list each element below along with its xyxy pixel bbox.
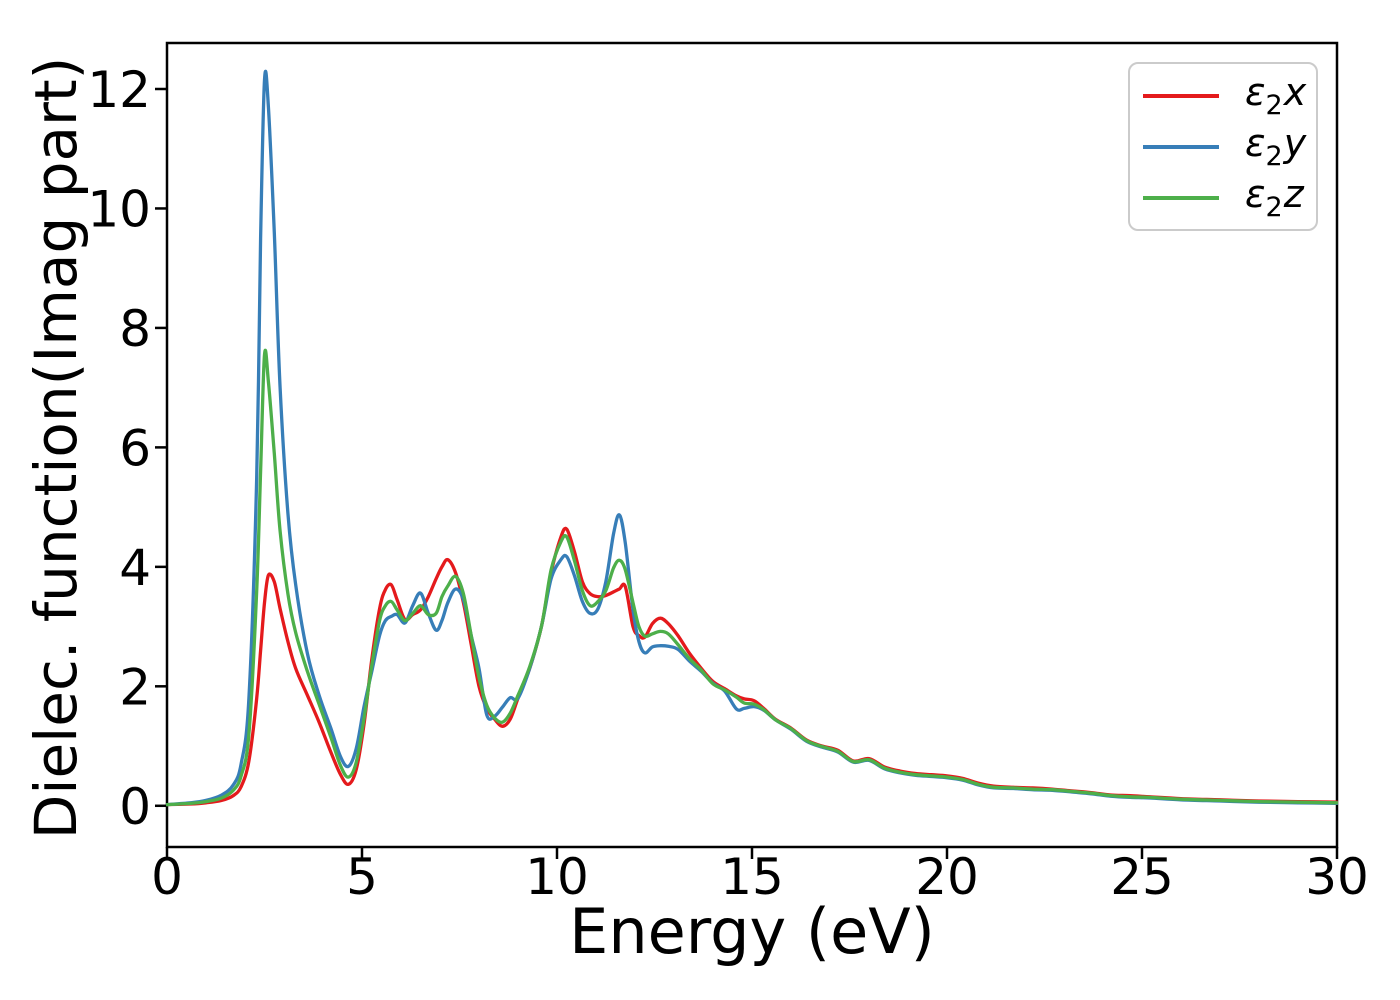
epsilon-symbol: ε (1245, 171, 1266, 216)
x-tick-label: 5 (346, 848, 378, 906)
legend-label: ε2x (1245, 73, 1306, 119)
y-tick-label: 10 (87, 180, 151, 238)
x-tick-label: 0 (151, 848, 183, 906)
x-axis-label: Energy (eV) (569, 895, 935, 968)
epsilon-symbol: ε (1245, 120, 1266, 165)
x-tick-label: 20 (915, 848, 979, 906)
legend-item: ε2y (1143, 124, 1310, 170)
x-tick-label: 30 (1305, 848, 1369, 906)
legend: ε2x ε2y ε2z (1128, 62, 1318, 231)
subscript: 2 (1265, 89, 1283, 121)
axis-letter: x (1283, 69, 1307, 114)
y-tick-label: 6 (119, 419, 151, 477)
x-tick-label: 10 (525, 848, 589, 906)
x-tick-label: 25 (1110, 848, 1174, 906)
curve-e2z (166, 348, 1338, 807)
subscript: 2 (1265, 191, 1283, 223)
legend-label: ε2z (1245, 175, 1304, 221)
legend-line-swatch (1143, 195, 1219, 200)
y-tick-label: 8 (119, 300, 151, 358)
legend-line-swatch (1143, 93, 1219, 98)
legend-line-swatch (1143, 144, 1219, 149)
y-tick-label: 12 (87, 61, 151, 119)
legend-label: ε2y (1245, 124, 1306, 170)
axis-letter: y (1283, 120, 1307, 165)
y-tick-label: 2 (119, 658, 151, 716)
y-tick-label: 0 (119, 778, 151, 836)
y-axis-label: Dielec. function(Imag part) (22, 56, 90, 840)
legend-item: ε2x (1143, 73, 1310, 119)
legend-item: ε2z (1143, 175, 1310, 221)
y-tick-label: 4 (119, 539, 151, 597)
axis-letter: z (1283, 171, 1304, 216)
epsilon-symbol: ε (1245, 69, 1266, 114)
x-tick-label: 15 (720, 848, 784, 906)
subscript: 2 (1265, 140, 1283, 172)
